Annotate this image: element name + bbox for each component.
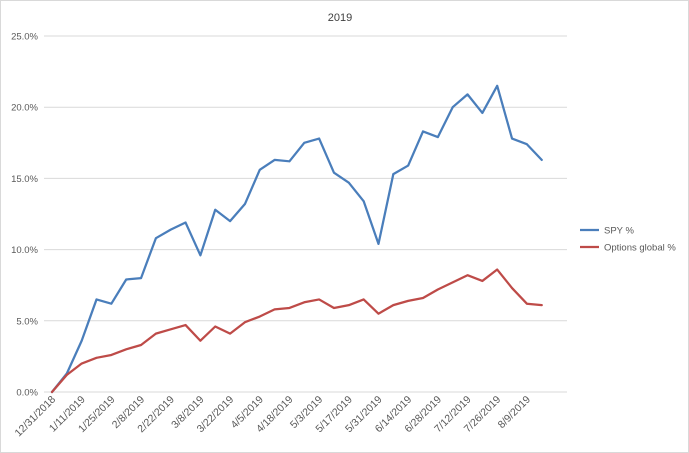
data-point xyxy=(154,332,157,335)
data-point xyxy=(451,281,454,284)
data-point xyxy=(110,354,113,356)
y-tick-label: 15.0% xyxy=(11,174,38,185)
series-line-0 xyxy=(50,84,543,394)
y-tick-label: 25.0% xyxy=(11,32,38,43)
data-point xyxy=(80,339,83,342)
x-axis-ticks: 12/31/20181/11/20191/25/20192/8/20192/22… xyxy=(12,394,533,440)
data-point xyxy=(288,307,291,309)
data-point xyxy=(80,362,83,365)
y-axis-ticks: 0.0% 5.0% 10.0% 15.0% 20.0% 25.0% xyxy=(11,32,38,399)
data-point xyxy=(525,143,528,146)
data-point xyxy=(199,339,202,342)
data-point xyxy=(184,324,187,326)
data-point xyxy=(318,137,321,140)
data-point xyxy=(65,374,68,376)
data-point xyxy=(392,173,395,176)
data-point xyxy=(392,304,395,307)
data-point xyxy=(140,277,142,279)
data-point xyxy=(377,243,380,245)
data-point xyxy=(229,332,231,335)
data-point xyxy=(169,228,172,231)
data-point xyxy=(466,93,469,96)
data-point xyxy=(199,254,202,257)
legend-label: Options global % xyxy=(604,243,676,254)
x-tick-label: 12/31/2018 xyxy=(12,394,58,440)
data-point xyxy=(303,301,306,304)
y-tick-label: 0.0% xyxy=(16,388,38,399)
legend: SPY % Options global % xyxy=(580,226,676,254)
data-point xyxy=(258,168,261,171)
data-point xyxy=(347,181,350,184)
data-point xyxy=(481,111,484,114)
data-point xyxy=(140,344,142,346)
data-point xyxy=(407,299,410,302)
data-point xyxy=(436,136,439,139)
data-point xyxy=(169,328,172,331)
data-point xyxy=(422,297,424,299)
data-point xyxy=(407,164,410,167)
data-point xyxy=(273,308,276,311)
data-point xyxy=(244,203,246,205)
data-point xyxy=(511,137,513,140)
data-point xyxy=(481,280,484,282)
data-point xyxy=(422,130,424,133)
data-point xyxy=(154,237,157,240)
data-point xyxy=(244,321,246,324)
data-point xyxy=(540,304,543,307)
data-point xyxy=(273,158,276,161)
x-tick-label: 8/9/2019 xyxy=(496,394,533,431)
data-point xyxy=(362,200,365,203)
data-point xyxy=(51,391,53,393)
series-line-1 xyxy=(50,268,543,394)
data-point xyxy=(525,302,528,305)
data-point xyxy=(95,298,98,301)
data-point xyxy=(333,307,335,309)
data-point xyxy=(184,221,187,224)
data-point xyxy=(333,171,335,174)
data-point xyxy=(466,274,469,277)
data-point xyxy=(303,141,306,144)
chart-title: 2019 xyxy=(328,12,352,24)
data-point xyxy=(214,208,217,211)
data-point xyxy=(229,220,231,223)
y-tick-label: 10.0% xyxy=(11,245,38,256)
y-tick-label: 20.0% xyxy=(11,103,38,114)
gridlines xyxy=(44,35,567,393)
data-point xyxy=(125,278,128,281)
data-point xyxy=(377,312,380,315)
data-point xyxy=(125,348,128,351)
data-point xyxy=(496,84,499,87)
series-lines xyxy=(50,84,543,394)
data-point xyxy=(540,158,543,161)
data-point xyxy=(214,325,217,328)
data-point xyxy=(288,160,291,163)
data-point xyxy=(110,302,113,305)
data-point xyxy=(436,288,439,291)
y-tick-label: 5.0% xyxy=(16,316,38,327)
data-point xyxy=(362,298,365,301)
legend-label: SPY % xyxy=(604,226,634,237)
data-point xyxy=(451,106,454,109)
data-point xyxy=(318,298,321,301)
data-point xyxy=(95,356,98,359)
data-point xyxy=(347,304,350,307)
data-point xyxy=(258,315,261,318)
data-point xyxy=(496,268,499,271)
data-point xyxy=(511,287,513,289)
